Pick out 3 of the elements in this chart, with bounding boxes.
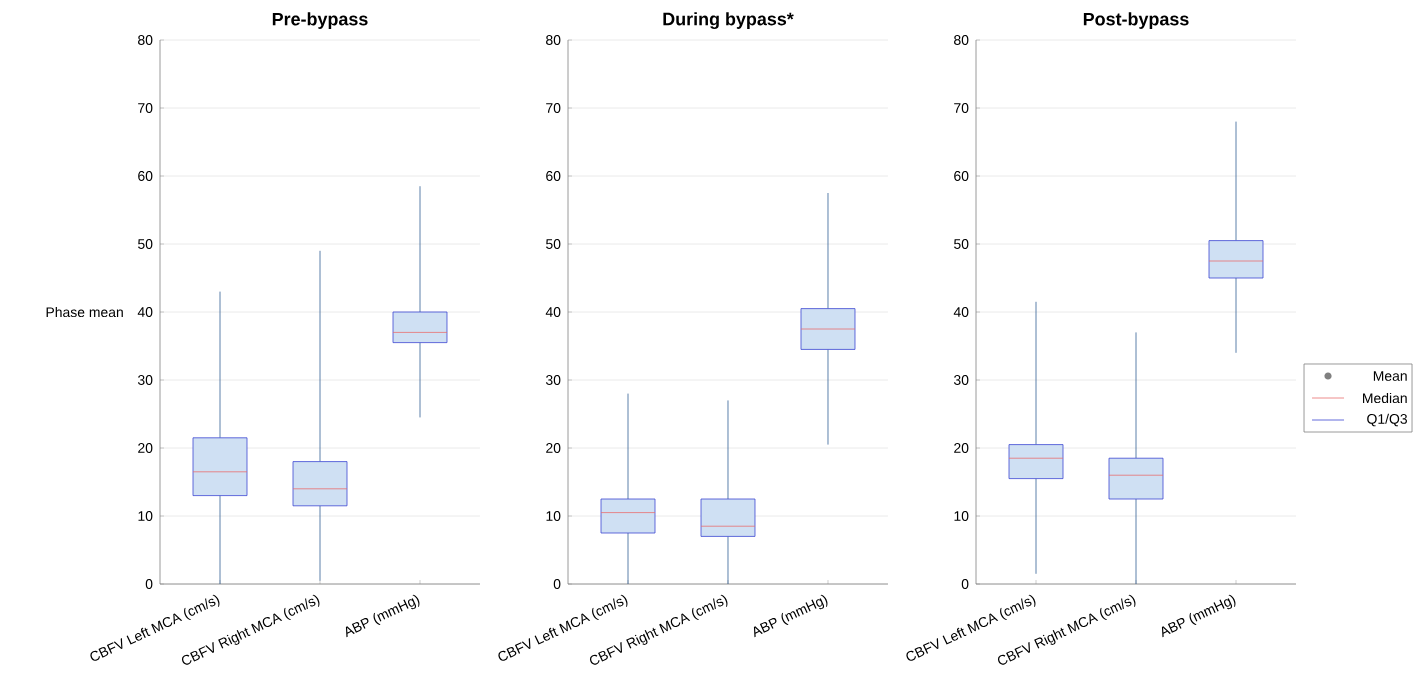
chart-title: Post-bypass <box>1083 12 1189 29</box>
chart-title: During bypass* <box>663 12 794 29</box>
chart-title: Pre-bypass <box>272 12 368 29</box>
